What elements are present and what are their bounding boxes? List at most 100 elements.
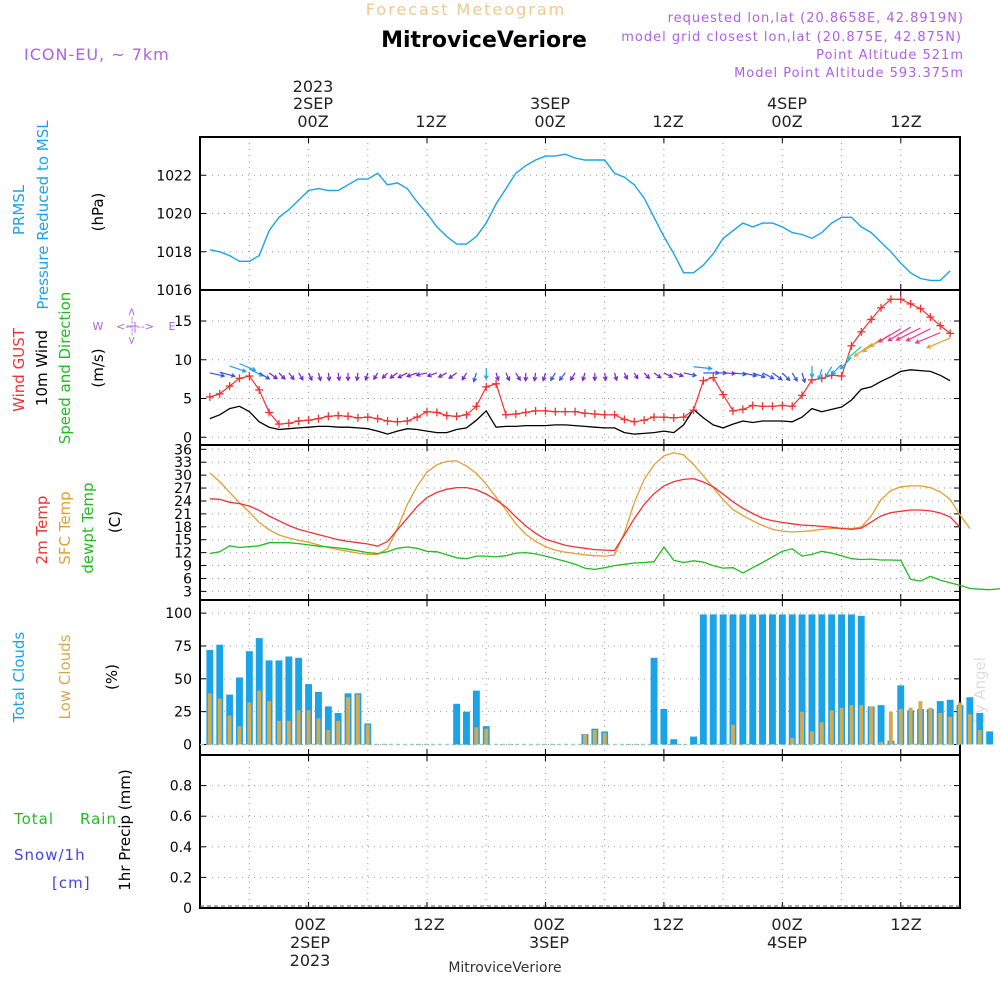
low-cloud-bar	[207, 693, 212, 745]
total-cloud-bar	[660, 709, 668, 745]
total-cloud-bar	[976, 713, 984, 745]
wind-arrow	[317, 372, 322, 381]
wind-arrowhead	[809, 373, 815, 379]
wind-arrow	[762, 372, 774, 380]
requested-coords: requested lon,lat (20.8658E, 42.8919N)	[668, 11, 964, 26]
y-tick-label: 0	[183, 901, 192, 917]
top-tick-0: 00Z	[297, 112, 328, 131]
wind-arrowhead	[523, 376, 529, 382]
dewpt-label: dewpt Temp	[79, 482, 97, 573]
total-cloud-bar	[719, 614, 727, 745]
total-cloud-bar	[798, 614, 806, 745]
wind-arrowhead	[326, 376, 332, 382]
wind-arrow	[448, 372, 457, 379]
bottom-tick-0: 00Z	[294, 915, 325, 934]
wind-arrowhead	[415, 372, 421, 377]
y-tick-label: 50	[174, 672, 192, 688]
cm-label: [cm]	[52, 874, 91, 892]
precip-panel: 0 0.2 0.4 0.6 0.8	[170, 754, 961, 917]
top-tick-4: 00Z	[771, 112, 802, 131]
top-tick-1: 12Z	[415, 112, 446, 131]
low-cloud-bar	[859, 705, 864, 745]
compass-line: <--|-->	[116, 320, 154, 333]
wind-arrowhead	[541, 376, 547, 382]
wind-arrow	[732, 372, 747, 375]
wind-arrowhead	[516, 376, 521, 382]
wind-arrow	[327, 372, 331, 381]
low-cloud-bar	[967, 714, 972, 745]
station-title: MitroviceVeriore	[381, 28, 587, 53]
y-tick-label: 15	[174, 314, 192, 330]
wind-arrowhead	[558, 375, 564, 382]
pressure-panel: 1016 1018 1020 1022	[156, 136, 961, 299]
top-tick-5: 12Z	[890, 112, 921, 131]
y-tick-label: 27	[174, 481, 192, 497]
wind-arrowhead	[437, 373, 443, 378]
compass-vertical: <--|-->	[125, 307, 138, 345]
sfc-temp-label: SFC Temp	[56, 491, 74, 564]
low-cloud-bar	[277, 720, 281, 745]
y-tick-label: 0.6	[170, 809, 192, 825]
speed-direction-label: Speed and Direction	[56, 292, 74, 445]
y-tick-label: 0	[183, 737, 192, 753]
total-cloud-bar	[828, 614, 836, 745]
low-cloud-bar	[958, 702, 962, 745]
wind-arrow	[840, 357, 852, 370]
low-cloud-bar	[977, 730, 982, 745]
wind-arrow	[878, 328, 902, 343]
total-cloud-bar	[699, 614, 707, 745]
watermark: by Angel	[971, 657, 989, 723]
wind-arrowhead	[405, 372, 412, 378]
wind-arrow	[559, 372, 566, 381]
celsius-label: (C)	[106, 511, 124, 533]
wind-arrowhead	[862, 347, 868, 353]
low-cloud-bar	[869, 706, 874, 745]
wind-arrow	[772, 372, 783, 381]
bottom-tick-4: 00Z	[771, 915, 802, 934]
sfc-temp-line	[209, 452, 971, 557]
low-cloud-bar	[474, 727, 479, 745]
wind-arrow	[570, 372, 576, 381]
wind-arrow	[663, 372, 673, 378]
top-tick-3: 12Z	[652, 112, 683, 131]
wind-arrowhead	[645, 374, 651, 380]
low-cloud-bar	[365, 724, 370, 745]
gust-line	[209, 298, 951, 425]
compass-e: E	[169, 320, 176, 333]
bottom-date-3sep: 3SEP	[529, 933, 569, 952]
y-tick-label: 0.2	[170, 870, 192, 886]
y-tick-label: 0	[183, 430, 192, 446]
wind-arrow	[427, 372, 438, 377]
total-cloud-bar	[324, 706, 332, 745]
wind-arrow	[673, 372, 684, 377]
ms-label: (m/s)	[89, 348, 107, 387]
wind-arrow	[438, 372, 448, 378]
wind-arrow	[752, 372, 765, 378]
pressure-line	[209, 153, 951, 282]
wind-arrow	[515, 372, 521, 381]
wind-arrowhead	[887, 336, 893, 342]
total-cloud-bar	[236, 677, 243, 745]
wind-arrowhead	[570, 376, 575, 382]
hpa-label: (hPa)	[89, 193, 107, 232]
closest-coords: model grid closest lon,lat (20.875E, 42.…	[621, 30, 962, 45]
low-cloud-bar	[217, 698, 222, 745]
total-cloud-bar	[778, 614, 786, 745]
low-clouds-label: Low Clouds	[56, 634, 74, 719]
total-cloud-bar	[749, 614, 757, 745]
wind-arrow	[742, 372, 757, 377]
bottom-tick-2: 00Z	[533, 915, 564, 934]
wind-arrowhead	[926, 344, 932, 349]
wind-arrow	[791, 372, 798, 382]
low-cloud-bar	[819, 722, 824, 745]
bottom-time-axis: 00Z 12Z 00Z 12Z 00Z 12Z 2SEP 3SEP 4SEP 2…	[290, 915, 922, 970]
wind-arrowhead	[426, 372, 432, 378]
low-cloud-bar	[879, 741, 883, 745]
wind-arrowhead	[592, 376, 598, 382]
wind-arrowhead	[461, 375, 467, 381]
wind-arrowhead	[602, 376, 608, 382]
wind-arrowhead	[581, 376, 587, 382]
low-cloud-bar	[829, 710, 834, 745]
